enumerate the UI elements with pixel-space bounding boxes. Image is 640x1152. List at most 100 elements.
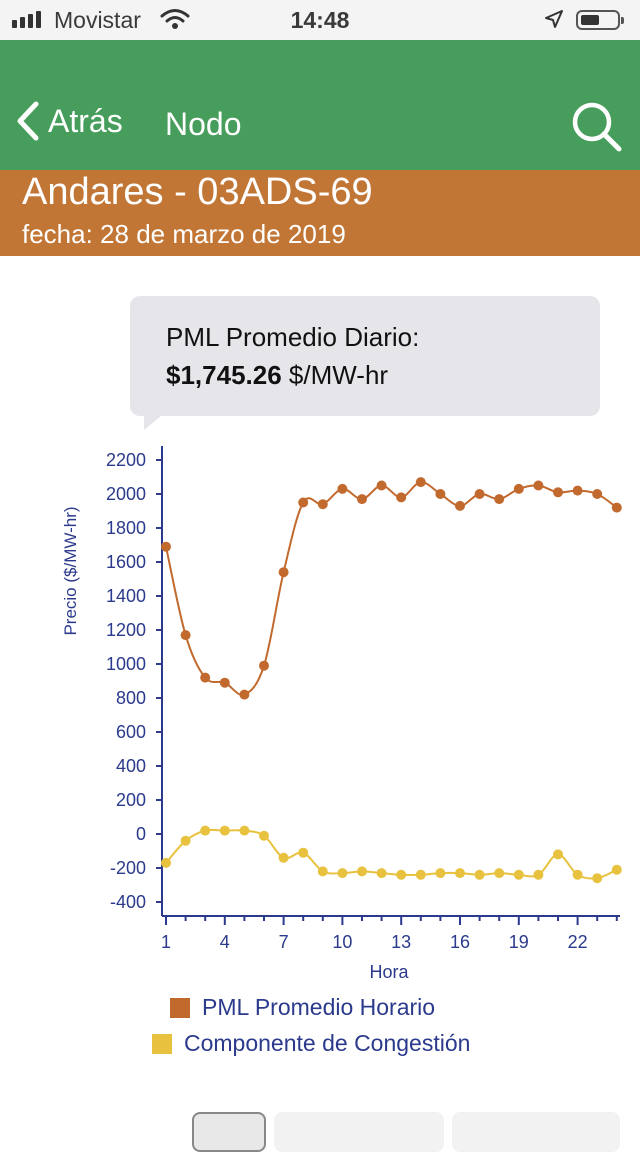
data-point-congestion bbox=[298, 847, 309, 858]
daily-average-tooltip: PML Promedio Diario: $1,745.26 $/MW-hr bbox=[130, 296, 600, 416]
x-tick-label: 13 bbox=[391, 932, 411, 952]
data-point-congestion bbox=[455, 868, 465, 879]
battery-icon bbox=[576, 10, 624, 30]
data-point-pml bbox=[474, 489, 485, 499]
segment-tab-1[interactable] bbox=[192, 1112, 266, 1152]
data-point-congestion bbox=[161, 857, 171, 868]
nav-title: Nodo bbox=[165, 106, 242, 142]
x-tick-label: 19 bbox=[509, 932, 529, 952]
node-date: fecha: 28 de marzo de 2019 bbox=[22, 219, 346, 249]
y-tick-label: 600 bbox=[116, 722, 146, 742]
tooltip-value: $1,745.26 bbox=[166, 360, 282, 390]
status-bar: Movistar 14:48 bbox=[0, 0, 640, 40]
y-tick-label: 200 bbox=[116, 790, 146, 810]
data-point-pml bbox=[513, 483, 524, 494]
data-point-congestion bbox=[376, 868, 387, 879]
back-label: Atrás bbox=[48, 102, 123, 139]
data-point-congestion bbox=[592, 873, 603, 884]
data-point-congestion bbox=[533, 869, 544, 880]
x-axis-label: Hora bbox=[369, 962, 409, 982]
y-tick-label: 2000 bbox=[106, 484, 146, 504]
segment-tab-3[interactable] bbox=[452, 1112, 620, 1152]
data-point-pml bbox=[219, 677, 230, 688]
x-tick-label: 7 bbox=[279, 932, 289, 952]
data-point-pml bbox=[494, 494, 505, 505]
x-tick-label: 10 bbox=[332, 932, 352, 952]
x-tick-label: 16 bbox=[450, 932, 470, 952]
data-point-congestion bbox=[553, 849, 563, 860]
chevron-left-icon bbox=[17, 101, 39, 141]
tooltip-unit: $/MW-hr bbox=[281, 360, 389, 390]
y-tick-label: 400 bbox=[116, 756, 146, 776]
y-tick-label: -400 bbox=[110, 892, 146, 912]
data-point-pml bbox=[592, 489, 603, 499]
clock: 14:48 bbox=[290, 7, 350, 33]
search-icon bbox=[572, 102, 622, 152]
data-point-pml bbox=[357, 494, 367, 505]
y-axis-label: Precio ($/MW-hr) bbox=[61, 506, 80, 635]
data-point-pml bbox=[611, 502, 622, 513]
data-point-congestion bbox=[317, 866, 328, 877]
data-point-pml bbox=[278, 567, 289, 578]
node-name: Andares - 03ADS-69 bbox=[22, 171, 373, 213]
data-point-congestion bbox=[415, 869, 426, 880]
back-button[interactable]: Atrás bbox=[14, 100, 123, 142]
data-point-pml bbox=[435, 489, 446, 499]
legend-swatch-congestion bbox=[152, 1033, 172, 1054]
data-point-pml bbox=[298, 497, 309, 508]
price-chart: 2200200018001600140012001000800600400200… bbox=[61, 446, 622, 982]
y-tick-label: 800 bbox=[116, 688, 146, 708]
legend-item-congestion: Componente de Congestión bbox=[152, 1030, 470, 1057]
legend-item-pml: PML Promedio Horario bbox=[170, 994, 435, 1021]
data-point-congestion bbox=[396, 869, 407, 880]
data-point-congestion bbox=[180, 835, 191, 846]
data-point-pml bbox=[396, 492, 407, 503]
search-button[interactable] bbox=[570, 100, 624, 159]
x-tick-label: 4 bbox=[220, 932, 230, 952]
tooltip-label: PML Promedio Diario: bbox=[166, 322, 420, 352]
x-tick-label: 1 bbox=[161, 932, 171, 952]
x-tick-label: 22 bbox=[568, 932, 588, 952]
data-point-congestion bbox=[259, 830, 269, 841]
legend-label-pml: PML Promedio Horario bbox=[202, 994, 436, 1020]
data-point-pml bbox=[200, 672, 211, 683]
y-tick-label: 1200 bbox=[106, 620, 146, 640]
data-point-congestion bbox=[337, 868, 348, 879]
data-point-pml bbox=[161, 541, 171, 552]
node-header: Andares - 03ADS-69 fecha: 28 de marzo de… bbox=[0, 170, 640, 256]
data-point-pml bbox=[533, 480, 544, 491]
bottom-segment-control bbox=[0, 1112, 640, 1152]
y-tick-label: 2200 bbox=[106, 450, 146, 470]
series-line-congestion bbox=[165, 828, 618, 880]
data-point-pml bbox=[259, 660, 269, 671]
data-point-pml bbox=[415, 477, 426, 488]
data-point-pml bbox=[572, 485, 583, 496]
location-arrow-icon bbox=[544, 9, 564, 34]
data-point-congestion bbox=[494, 868, 505, 879]
y-tick-label: 1600 bbox=[106, 552, 146, 572]
data-point-pml bbox=[553, 487, 563, 498]
data-point-pml bbox=[239, 689, 250, 700]
data-point-congestion bbox=[278, 852, 289, 863]
tooltip-value-line: $1,745.26 $/MW-hr bbox=[166, 360, 388, 391]
data-point-pml bbox=[455, 500, 465, 511]
data-point-pml bbox=[317, 499, 328, 510]
y-tick-label: 1800 bbox=[106, 518, 146, 538]
series-line-pml bbox=[165, 481, 618, 697]
legend-swatch-pml bbox=[170, 997, 190, 1018]
y-tick-label: -200 bbox=[110, 858, 146, 878]
tooltip-tail bbox=[144, 412, 166, 430]
y-tick-label: 1000 bbox=[106, 654, 146, 674]
signal-icon bbox=[12, 11, 41, 28]
y-tick-label: 0 bbox=[136, 824, 146, 844]
data-point-pml bbox=[337, 483, 348, 494]
data-point-congestion bbox=[474, 869, 485, 880]
data-point-congestion bbox=[200, 825, 211, 836]
wifi-icon bbox=[160, 8, 190, 35]
carrier-label: Movistar bbox=[54, 7, 141, 33]
legend-label-congestion: Componente de Congestión bbox=[184, 1030, 471, 1056]
data-point-congestion bbox=[611, 864, 622, 875]
data-point-congestion bbox=[435, 868, 446, 879]
segment-tab-2[interactable] bbox=[274, 1112, 444, 1152]
nav-bar bbox=[0, 40, 640, 170]
